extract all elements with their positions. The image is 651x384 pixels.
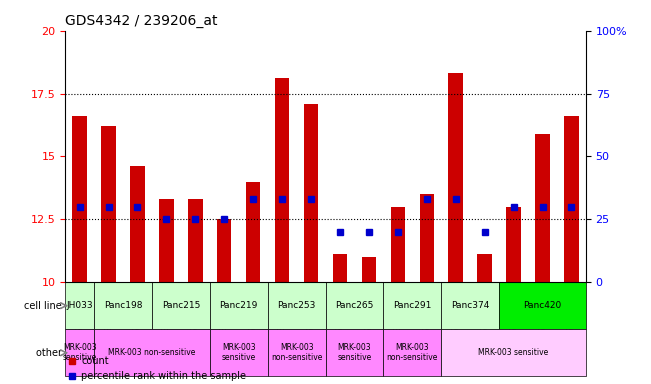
FancyBboxPatch shape: [326, 329, 383, 376]
Bar: [246, 182, 260, 282]
FancyBboxPatch shape: [326, 282, 383, 329]
Text: MRK-003
sensitive: MRK-003 sensitive: [62, 343, 97, 362]
FancyBboxPatch shape: [210, 329, 268, 376]
Text: cell line: cell line: [24, 301, 65, 311]
Bar: [391, 207, 405, 282]
FancyBboxPatch shape: [383, 282, 441, 329]
Bar: [102, 126, 116, 282]
Bar: [159, 199, 174, 282]
Text: MRK-003
non-sensitive: MRK-003 non-sensitive: [387, 343, 438, 362]
FancyBboxPatch shape: [268, 329, 326, 376]
Text: MRK-003
sensitive: MRK-003 sensitive: [221, 343, 256, 362]
Bar: [217, 219, 232, 282]
Text: MRK-003
non-sensitive: MRK-003 non-sensitive: [271, 343, 322, 362]
Text: other: other: [36, 348, 65, 358]
Text: MRK-003
sensitive: MRK-003 sensitive: [337, 343, 372, 362]
Bar: [564, 116, 579, 282]
Bar: [304, 104, 318, 282]
Text: Panc374: Panc374: [451, 301, 490, 310]
FancyBboxPatch shape: [210, 282, 268, 329]
FancyBboxPatch shape: [268, 282, 326, 329]
Text: Panc219: Panc219: [219, 301, 258, 310]
Text: Panc265: Panc265: [335, 301, 374, 310]
Bar: [333, 255, 347, 282]
Text: Panc215: Panc215: [161, 301, 200, 310]
Bar: [275, 78, 289, 282]
Text: GDS4342 / 239206_at: GDS4342 / 239206_at: [65, 14, 217, 28]
Bar: [535, 134, 549, 282]
FancyBboxPatch shape: [441, 329, 586, 376]
FancyBboxPatch shape: [65, 282, 94, 329]
Text: Panc253: Panc253: [277, 301, 316, 310]
FancyBboxPatch shape: [441, 282, 499, 329]
Bar: [130, 166, 145, 282]
Bar: [449, 73, 463, 282]
FancyBboxPatch shape: [94, 329, 210, 376]
Text: Panc291: Panc291: [393, 301, 432, 310]
FancyBboxPatch shape: [383, 329, 441, 376]
Text: Panc420: Panc420: [523, 301, 562, 310]
Text: MRK-003 non-sensitive: MRK-003 non-sensitive: [108, 348, 195, 357]
Bar: [72, 116, 87, 282]
Bar: [188, 199, 202, 282]
Bar: [477, 255, 492, 282]
Bar: [506, 207, 521, 282]
FancyBboxPatch shape: [94, 282, 152, 329]
Text: JH033: JH033: [66, 301, 93, 310]
Text: percentile rank within the sample: percentile rank within the sample: [81, 371, 246, 381]
FancyBboxPatch shape: [152, 282, 210, 329]
Bar: [419, 194, 434, 282]
Text: count: count: [81, 356, 109, 366]
Bar: [362, 257, 376, 282]
Text: Panc198: Panc198: [104, 301, 142, 310]
Text: MRK-003 sensitive: MRK-003 sensitive: [478, 348, 549, 357]
FancyBboxPatch shape: [499, 282, 586, 329]
FancyBboxPatch shape: [65, 329, 94, 376]
